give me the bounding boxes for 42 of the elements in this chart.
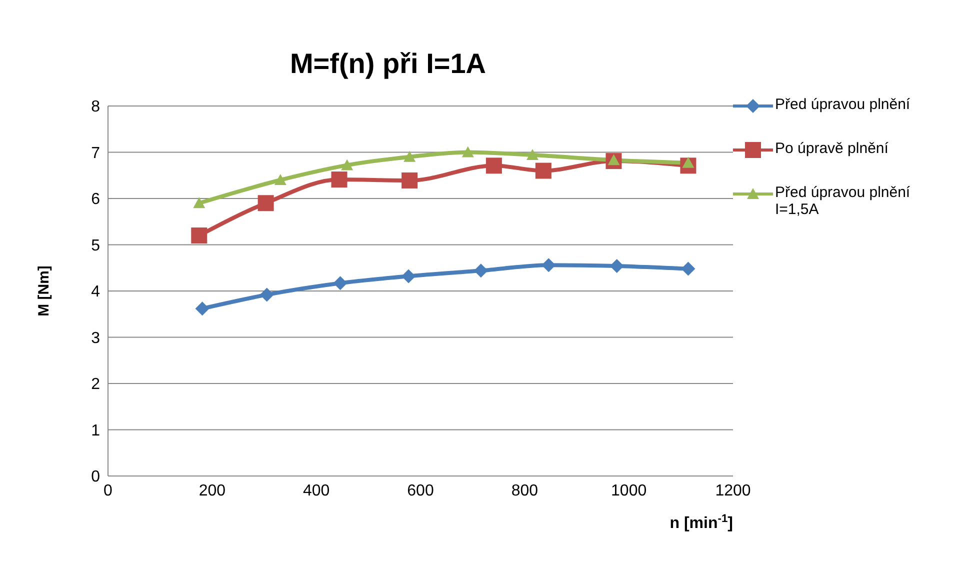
x-tick-label: 400: [302, 482, 330, 500]
point: [402, 269, 416, 284]
legend-label: Po úpravě plnění: [775, 140, 890, 157]
point: [195, 302, 210, 316]
x-axis-title: n [min$^{-1}$]: [670, 513, 733, 532]
point: [260, 288, 274, 302]
point: [486, 158, 502, 174]
y-tick-label: 8: [91, 98, 100, 116]
point: [331, 172, 348, 188]
y-axis-title: M [Nm]: [35, 266, 52, 316]
point: [610, 259, 624, 274]
point: [542, 258, 556, 272]
y-tick-label: 2: [91, 376, 100, 394]
x-tick-label: 200: [198, 482, 226, 500]
point: [258, 195, 274, 212]
x-tick-label: 800: [511, 482, 538, 500]
y-tick-label: 7: [91, 144, 100, 162]
y-tick-label: 3: [91, 330, 100, 347]
point: [462, 146, 474, 158]
point: [535, 162, 552, 179]
point: [402, 172, 418, 188]
point: [341, 159, 354, 170]
point: [191, 228, 208, 244]
chart-title: M=f(n) při I=1A: [288, 47, 487, 81]
point: [404, 150, 416, 162]
x-tick-label: 1200: [715, 482, 751, 500]
point: [526, 149, 538, 160]
y-tick-label: 1: [91, 422, 100, 440]
point: [474, 264, 488, 278]
x-tick-label: 0: [104, 482, 113, 500]
y-tick-label: 4: [91, 284, 100, 301]
x-tick-label: 1000: [611, 482, 647, 500]
y-tick-label: 0: [91, 468, 100, 486]
point: [274, 174, 286, 185]
point: [333, 276, 348, 290]
legend-label: Před úpravou plnění: [775, 96, 912, 113]
y-tick-label: 6: [91, 191, 100, 208]
point: [681, 262, 696, 276]
point: [193, 197, 206, 208]
y-tick-label: 5: [91, 237, 100, 254]
x-tick-label: 600: [407, 482, 434, 500]
legend-label: Před úpravou plnění I=1,5A: [775, 184, 912, 218]
